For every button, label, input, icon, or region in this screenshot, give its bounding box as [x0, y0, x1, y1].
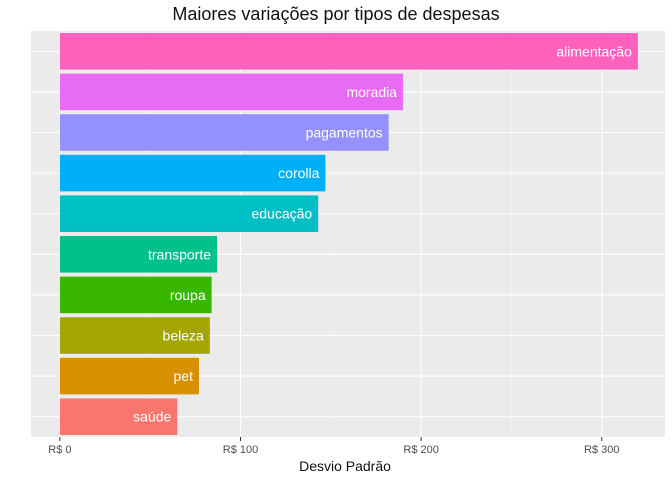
bar-8 [59, 357, 199, 395]
bar-1 [59, 73, 404, 111]
bar-3 [59, 154, 326, 192]
x-tick-label: R$ 200 [403, 444, 438, 456]
bar-label-9: saúde [133, 409, 171, 425]
bar-6 [59, 276, 212, 314]
bar-4 [59, 195, 319, 232]
bar-label-0: alimentação [556, 43, 632, 59]
bar-label-6: roupa [170, 287, 206, 303]
bar-7 [59, 317, 210, 354]
bar-label-5: transporte [148, 246, 211, 262]
bar-label-8: pet [174, 368, 194, 384]
bar-label-4: educação [251, 206, 312, 222]
chart-title: Maiores variações por tipos de despesas [172, 4, 500, 24]
bar-label-2: pagamentos [306, 125, 383, 141]
bar-9 [59, 398, 178, 435]
x-axis-label: Desvio Padrão [299, 458, 391, 474]
bar-label-3: corolla [278, 165, 319, 181]
bar-0 [59, 33, 638, 70]
bar-label-7: beleza [163, 328, 204, 344]
x-tick-label: R$ 0 [48, 444, 71, 456]
x-tick-label: R$ 100 [223, 444, 258, 456]
x-tick-label: R$ 300 [584, 444, 619, 456]
bar-2 [59, 114, 389, 151]
bar-label-1: moradia [346, 84, 397, 100]
bar-5 [59, 236, 218, 273]
